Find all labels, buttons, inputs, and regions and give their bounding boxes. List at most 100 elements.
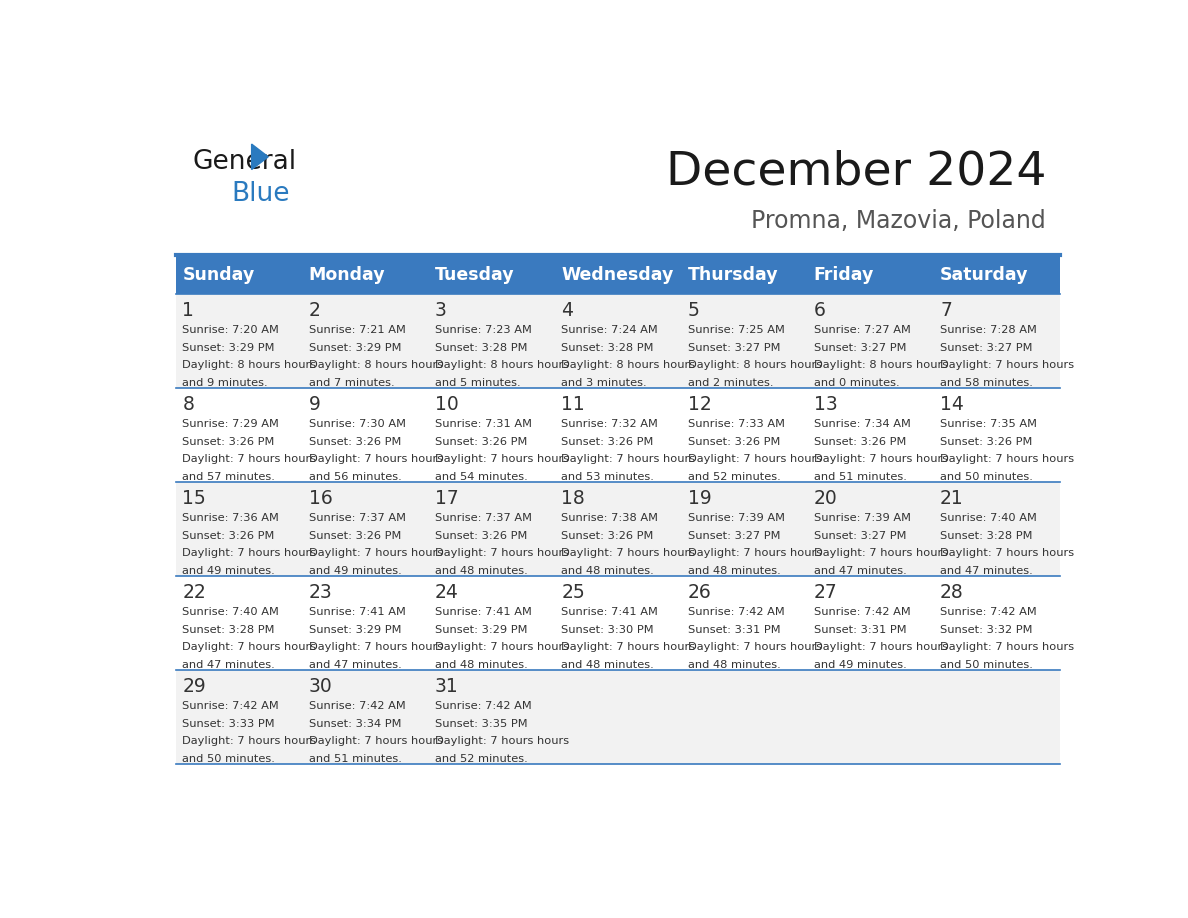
Text: Sunrise: 7:27 AM: Sunrise: 7:27 AM <box>814 325 911 335</box>
Text: General: General <box>192 149 297 175</box>
Text: Daylight: 7 hours hours: Daylight: 7 hours hours <box>688 454 822 465</box>
Text: Daylight: 7 hours hours: Daylight: 7 hours hours <box>309 454 443 465</box>
Text: Sunrise: 7:42 AM: Sunrise: 7:42 AM <box>435 701 532 711</box>
Text: Sunset: 3:26 PM: Sunset: 3:26 PM <box>309 531 402 541</box>
Text: 30: 30 <box>309 677 333 696</box>
Text: and 50 minutes.: and 50 minutes. <box>183 754 276 764</box>
Text: 21: 21 <box>940 489 963 508</box>
Text: 5: 5 <box>688 301 700 320</box>
Text: Sunset: 3:29 PM: Sunset: 3:29 PM <box>435 625 527 634</box>
Text: Daylight: 7 hours hours: Daylight: 7 hours hours <box>688 643 822 653</box>
Text: and 47 minutes.: and 47 minutes. <box>183 660 276 670</box>
Text: Daylight: 7 hours hours: Daylight: 7 hours hours <box>561 643 695 653</box>
Bar <box>176 482 1060 576</box>
Text: December 2024: December 2024 <box>665 149 1047 194</box>
Text: Daylight: 7 hours hours: Daylight: 7 hours hours <box>940 454 1074 465</box>
Text: Sunrise: 7:42 AM: Sunrise: 7:42 AM <box>183 701 279 711</box>
Text: Sunset: 3:31 PM: Sunset: 3:31 PM <box>688 625 781 634</box>
Text: Saturday: Saturday <box>940 265 1029 284</box>
Text: 16: 16 <box>309 489 333 508</box>
Text: Sunset: 3:26 PM: Sunset: 3:26 PM <box>561 531 653 541</box>
Text: Daylight: 8 hours hours: Daylight: 8 hours hours <box>688 361 822 370</box>
Text: Daylight: 7 hours hours: Daylight: 7 hours hours <box>688 548 822 558</box>
Text: and 53 minutes.: and 53 minutes. <box>561 472 655 482</box>
Text: Sunset: 3:26 PM: Sunset: 3:26 PM <box>814 437 906 447</box>
Text: Sunrise: 7:40 AM: Sunrise: 7:40 AM <box>183 607 279 617</box>
Text: Daylight: 7 hours hours: Daylight: 7 hours hours <box>435 454 569 465</box>
Text: Sunrise: 7:35 AM: Sunrise: 7:35 AM <box>940 419 1037 429</box>
Text: and 3 minutes.: and 3 minutes. <box>561 378 646 388</box>
Text: Daylight: 8 hours hours: Daylight: 8 hours hours <box>814 361 948 370</box>
Bar <box>176 388 1060 482</box>
Text: Sunset: 3:27 PM: Sunset: 3:27 PM <box>688 531 781 541</box>
Text: Sunset: 3:29 PM: Sunset: 3:29 PM <box>309 625 402 634</box>
Text: Daylight: 7 hours hours: Daylight: 7 hours hours <box>309 643 443 653</box>
Text: Daylight: 7 hours hours: Daylight: 7 hours hours <box>940 643 1074 653</box>
Text: 12: 12 <box>688 395 712 414</box>
Bar <box>176 670 1060 764</box>
Text: Sunrise: 7:24 AM: Sunrise: 7:24 AM <box>561 325 658 335</box>
Text: Sunrise: 7:23 AM: Sunrise: 7:23 AM <box>435 325 532 335</box>
Text: 25: 25 <box>561 583 584 602</box>
Text: Sunrise: 7:41 AM: Sunrise: 7:41 AM <box>309 607 405 617</box>
Text: Sunset: 3:33 PM: Sunset: 3:33 PM <box>183 719 276 729</box>
Text: Sunset: 3:27 PM: Sunset: 3:27 PM <box>814 531 906 541</box>
Text: Daylight: 7 hours hours: Daylight: 7 hours hours <box>183 736 316 746</box>
Text: Wednesday: Wednesday <box>561 265 674 284</box>
Text: Sunset: 3:34 PM: Sunset: 3:34 PM <box>309 719 402 729</box>
Text: Sunrise: 7:41 AM: Sunrise: 7:41 AM <box>561 607 658 617</box>
Text: 11: 11 <box>561 395 584 414</box>
Text: Sunrise: 7:42 AM: Sunrise: 7:42 AM <box>688 607 784 617</box>
Text: Sunrise: 7:21 AM: Sunrise: 7:21 AM <box>309 325 405 335</box>
Text: 13: 13 <box>814 395 838 414</box>
Bar <box>429 255 555 294</box>
Text: Sunrise: 7:30 AM: Sunrise: 7:30 AM <box>309 419 405 429</box>
Text: Daylight: 8 hours hours: Daylight: 8 hours hours <box>183 361 316 370</box>
Text: 23: 23 <box>309 583 333 602</box>
Text: and 58 minutes.: and 58 minutes. <box>940 378 1032 388</box>
Text: 19: 19 <box>688 489 712 508</box>
Text: and 56 minutes.: and 56 minutes. <box>309 472 402 482</box>
Text: and 47 minutes.: and 47 minutes. <box>309 660 402 670</box>
Text: Monday: Monday <box>309 265 385 284</box>
Text: Daylight: 7 hours hours: Daylight: 7 hours hours <box>814 454 948 465</box>
Text: Sunset: 3:35 PM: Sunset: 3:35 PM <box>435 719 527 729</box>
Bar <box>303 255 429 294</box>
Bar <box>808 255 934 294</box>
Text: Friday: Friday <box>814 265 874 284</box>
Text: Sunrise: 7:37 AM: Sunrise: 7:37 AM <box>435 513 532 523</box>
Text: and 50 minutes.: and 50 minutes. <box>940 660 1032 670</box>
Bar <box>176 255 303 294</box>
Text: Daylight: 7 hours hours: Daylight: 7 hours hours <box>435 736 569 746</box>
Text: Sunset: 3:28 PM: Sunset: 3:28 PM <box>435 342 527 353</box>
Text: and 49 minutes.: and 49 minutes. <box>814 660 906 670</box>
Text: and 5 minutes.: and 5 minutes. <box>435 378 520 388</box>
Text: and 52 minutes.: and 52 minutes. <box>688 472 781 482</box>
Text: Sunset: 3:26 PM: Sunset: 3:26 PM <box>183 531 274 541</box>
Text: Daylight: 7 hours hours: Daylight: 7 hours hours <box>309 736 443 746</box>
Text: 31: 31 <box>435 677 459 696</box>
Text: 28: 28 <box>940 583 963 602</box>
Text: Sunset: 3:27 PM: Sunset: 3:27 PM <box>814 342 906 353</box>
Text: and 47 minutes.: and 47 minutes. <box>814 566 906 577</box>
Text: Daylight: 7 hours hours: Daylight: 7 hours hours <box>183 643 316 653</box>
Text: Sunrise: 7:29 AM: Sunrise: 7:29 AM <box>183 419 279 429</box>
Text: Sunrise: 7:20 AM: Sunrise: 7:20 AM <box>183 325 279 335</box>
Text: and 0 minutes.: and 0 minutes. <box>814 378 899 388</box>
Text: 22: 22 <box>183 583 207 602</box>
Text: and 2 minutes.: and 2 minutes. <box>688 378 773 388</box>
Text: Sunset: 3:28 PM: Sunset: 3:28 PM <box>561 342 653 353</box>
Text: and 7 minutes.: and 7 minutes. <box>309 378 394 388</box>
Text: Sunset: 3:28 PM: Sunset: 3:28 PM <box>940 531 1032 541</box>
Text: 20: 20 <box>814 489 838 508</box>
Text: 27: 27 <box>814 583 838 602</box>
Text: Daylight: 7 hours hours: Daylight: 7 hours hours <box>183 548 316 558</box>
Text: and 49 minutes.: and 49 minutes. <box>183 566 276 577</box>
Text: and 54 minutes.: and 54 minutes. <box>435 472 527 482</box>
Text: Daylight: 7 hours hours: Daylight: 7 hours hours <box>183 454 316 465</box>
Text: and 57 minutes.: and 57 minutes. <box>183 472 276 482</box>
Text: 15: 15 <box>183 489 207 508</box>
Text: Sunrise: 7:32 AM: Sunrise: 7:32 AM <box>561 419 658 429</box>
Text: Daylight: 8 hours hours: Daylight: 8 hours hours <box>561 361 695 370</box>
Text: Sunset: 3:26 PM: Sunset: 3:26 PM <box>435 437 527 447</box>
